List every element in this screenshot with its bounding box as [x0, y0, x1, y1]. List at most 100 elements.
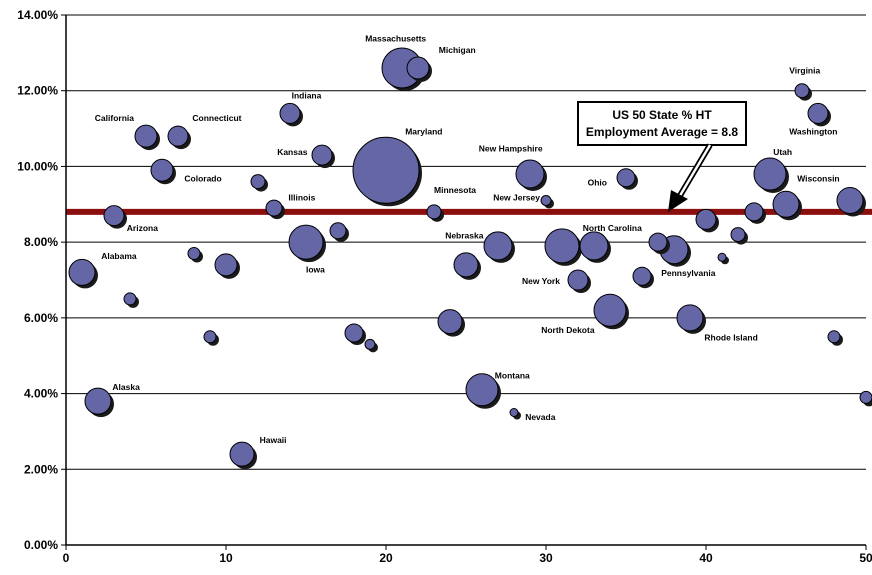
- x-tick-label: 30: [539, 551, 553, 565]
- bubble: [695, 208, 717, 230]
- bubble: [509, 408, 519, 417]
- bubble: [648, 232, 668, 252]
- y-axis-tick-labels: 0.00% 2.00% 4.00% 6.00% 8.00% 10.00% 12.00% 14.…: [17, 8, 66, 552]
- bubble: [744, 202, 764, 222]
- bubble: [544, 228, 580, 264]
- bubble: [730, 227, 746, 243]
- bubble: [465, 373, 499, 407]
- state-label: Virginia: [789, 66, 820, 76]
- callout-box: [577, 101, 747, 146]
- y-tick-label: 0.00%: [24, 538, 58, 552]
- state-label: Hawaii: [260, 435, 287, 445]
- bubble: [593, 293, 627, 327]
- state-label: North Carolina: [583, 223, 642, 233]
- x-tick-label: 10: [219, 551, 233, 565]
- state-label: New York: [522, 276, 560, 286]
- y-tick-label: 4.00%: [24, 387, 58, 401]
- state-label: North Dekota: [541, 325, 595, 335]
- state-label: Minnesota: [434, 185, 476, 195]
- bubble: [364, 338, 376, 350]
- state-label: Iowa: [306, 264, 325, 274]
- bubble: [772, 190, 800, 218]
- x-tick-label: 0: [63, 551, 70, 565]
- bubble: [437, 309, 463, 335]
- state-label: Wisconsin: [797, 174, 839, 184]
- y-tick-label: 8.00%: [24, 235, 58, 249]
- bubble: [616, 168, 636, 188]
- bubble: [836, 187, 864, 214]
- bubble: [68, 258, 96, 286]
- state-label: Kansas: [277, 147, 308, 157]
- state-label: Colorado: [184, 174, 221, 184]
- bubble: [134, 124, 158, 148]
- bubble: [827, 330, 841, 344]
- bubbles: [68, 47, 872, 470]
- state-label: Ohio: [588, 177, 607, 187]
- state-label: Rhode Island: [704, 333, 757, 343]
- state-label: Illinois: [288, 193, 315, 203]
- bubble: [265, 199, 283, 217]
- bubble: [344, 323, 364, 343]
- bubble: [717, 252, 727, 262]
- bubble: [567, 269, 589, 291]
- bubble: [579, 231, 609, 261]
- bubble: [676, 304, 704, 332]
- bubble: [859, 390, 872, 404]
- state-label: Washington: [789, 126, 837, 136]
- bubble: [807, 102, 829, 124]
- bubble: [352, 136, 420, 204]
- bubble: [483, 231, 513, 261]
- bubble: [311, 144, 333, 166]
- bubble: [203, 330, 217, 344]
- y-tick-label: 2.00%: [24, 462, 58, 476]
- state-label: Pennsylvania: [661, 268, 716, 278]
- bubble: [540, 195, 552, 206]
- state-labels: Massachusetts Michigan Virginia Indiana Cali…: [95, 34, 840, 445]
- bubble: [453, 252, 479, 278]
- bubble: [288, 224, 324, 260]
- bubble: [214, 253, 238, 277]
- y-tick-label: 6.00%: [24, 311, 58, 325]
- state-label: Michigan: [439, 45, 476, 55]
- bubble: [187, 247, 201, 260]
- x-axis-tick-labels: 0 10 20 30 40 50: [63, 545, 872, 565]
- callout-line1: US 50 State % HT: [612, 108, 712, 122]
- bubble: [123, 292, 137, 306]
- x-tick-label: 50: [859, 551, 872, 565]
- state-label: Maryland: [405, 126, 442, 136]
- y-tick-label: 14.00%: [17, 8, 58, 22]
- bubble: [167, 125, 189, 147]
- bubble: [329, 222, 347, 240]
- state-label: Indiana: [292, 90, 322, 100]
- bubble: [84, 387, 112, 415]
- state-label: Massachusetts: [365, 34, 426, 44]
- bubble: [250, 174, 266, 190]
- y-tick-label: 12.00%: [17, 84, 58, 98]
- bubble: [426, 204, 442, 220]
- state-label: Utah: [773, 147, 792, 157]
- state-label: Nebraska: [445, 230, 484, 240]
- x-tick-label: 40: [699, 551, 713, 565]
- state-label: Arizona: [127, 223, 158, 233]
- gridlines: [66, 14, 866, 470]
- state-label: New Hampshire: [479, 143, 543, 153]
- bubble: [406, 56, 430, 80]
- bubble: [515, 159, 545, 189]
- bubble: [794, 83, 810, 99]
- bubble: [632, 266, 652, 286]
- state-label: Alaska: [112, 382, 140, 392]
- bubble: [753, 157, 787, 191]
- state-label: Connecticut: [192, 113, 241, 123]
- bubble: [103, 205, 125, 227]
- y-tick-label: 10.00%: [17, 159, 58, 173]
- callout-line2: Employment Average = 8.8: [586, 125, 739, 139]
- bubble: [279, 102, 301, 124]
- state-label: California: [95, 113, 134, 123]
- state-label: Montana: [495, 370, 530, 380]
- axes: [65, 15, 866, 546]
- x-tick-label: 20: [379, 551, 393, 565]
- callout-arrow: [668, 143, 713, 212]
- bubble: [229, 441, 255, 467]
- state-label: Nevada: [525, 412, 556, 422]
